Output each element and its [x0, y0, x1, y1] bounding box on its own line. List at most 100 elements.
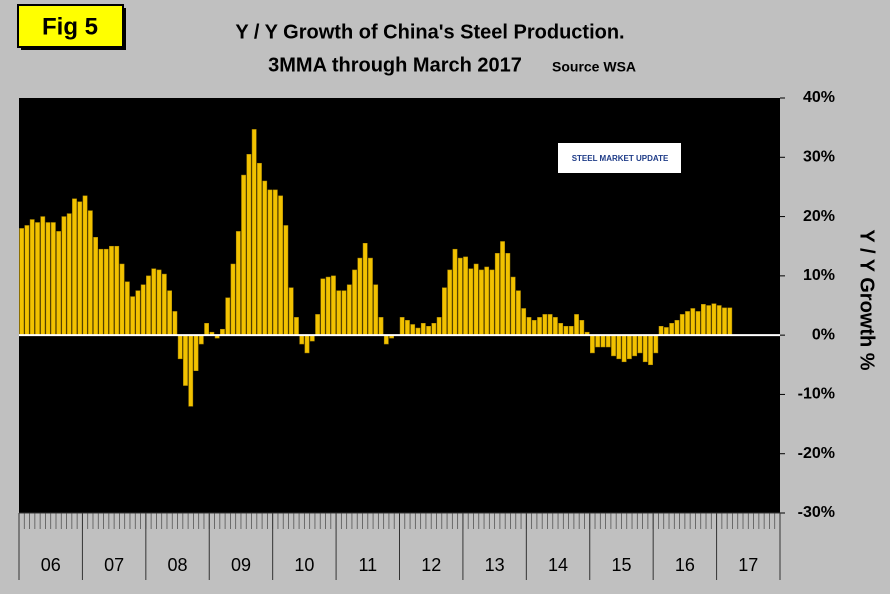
y-axis-label: Y / Y Growth %	[856, 229, 878, 370]
bar	[77, 201, 83, 336]
bar	[130, 296, 135, 336]
bar	[542, 314, 548, 336]
bar	[161, 273, 167, 336]
bar	[156, 269, 162, 336]
bar	[183, 334, 188, 386]
bar	[679, 314, 685, 336]
bar	[674, 320, 680, 336]
bar	[653, 334, 659, 354]
y-tick-label: -20%	[798, 445, 835, 462]
x-tick-label: 06	[41, 555, 61, 575]
bar	[56, 231, 61, 336]
bar	[198, 334, 204, 345]
bar	[605, 334, 611, 348]
bar	[695, 311, 701, 336]
bar	[24, 225, 30, 336]
x-tick-label: 17	[738, 555, 758, 575]
bar	[19, 228, 25, 336]
bar	[383, 334, 389, 345]
bar	[547, 314, 553, 336]
bar	[632, 334, 638, 357]
bar	[553, 317, 558, 336]
bar	[399, 317, 405, 336]
bar	[642, 334, 648, 363]
bar	[505, 253, 511, 336]
bar	[516, 290, 521, 336]
bar	[489, 269, 495, 336]
bar	[701, 304, 706, 336]
bar	[616, 334, 622, 360]
bar	[426, 326, 431, 336]
bar	[658, 326, 664, 336]
bar	[278, 195, 283, 336]
bar	[331, 275, 336, 336]
bar	[405, 320, 410, 336]
bar	[93, 237, 98, 336]
bar	[664, 327, 669, 336]
bar	[447, 269, 453, 336]
bar	[315, 314, 320, 336]
bar	[457, 257, 463, 336]
bar	[294, 317, 299, 336]
bar	[230, 263, 236, 336]
bar	[711, 303, 717, 336]
y-tick-label: -10%	[798, 386, 835, 403]
bar	[563, 326, 569, 336]
bar	[346, 284, 352, 336]
bar	[494, 253, 500, 336]
bar	[288, 287, 294, 336]
bar	[283, 225, 289, 336]
chart-subtitle: 3MMA through March 2017	[268, 54, 522, 76]
bar	[320, 278, 326, 336]
bar	[135, 290, 141, 336]
logo-box	[558, 143, 681, 173]
bar	[299, 334, 305, 345]
bar	[468, 268, 474, 336]
bar	[648, 334, 653, 366]
bar	[167, 290, 172, 336]
bar	[262, 180, 268, 336]
bar	[484, 266, 490, 336]
bar	[61, 216, 67, 336]
bar	[727, 307, 733, 336]
x-tick-label: 13	[485, 555, 505, 575]
bar	[452, 248, 458, 336]
bar	[463, 256, 468, 336]
bar	[267, 189, 273, 336]
bar	[87, 210, 93, 336]
bar	[479, 269, 484, 336]
bar	[706, 305, 712, 336]
bar	[45, 222, 51, 336]
bar	[362, 243, 368, 336]
bar	[442, 287, 447, 336]
bar	[357, 257, 363, 336]
x-tick-label: 16	[675, 555, 695, 575]
bar	[685, 311, 690, 336]
bar	[568, 326, 574, 336]
y-tick-label: 40%	[803, 89, 835, 106]
bar	[50, 222, 56, 336]
bar	[415, 327, 421, 336]
bar	[595, 334, 601, 348]
bar	[637, 334, 643, 354]
bar	[177, 334, 183, 360]
bar	[600, 334, 606, 348]
x-tick-label: 10	[294, 555, 314, 575]
x-tick-label: 12	[421, 555, 441, 575]
x-tick-label: 14	[548, 555, 568, 575]
bar	[235, 231, 241, 336]
bar	[124, 281, 130, 336]
bar	[172, 311, 178, 336]
bar	[98, 248, 104, 336]
x-tick-label: 08	[168, 555, 188, 575]
bar	[378, 317, 384, 336]
x-tick-label: 09	[231, 555, 251, 575]
bar	[66, 213, 72, 336]
bar	[251, 129, 257, 336]
bar	[716, 305, 722, 336]
bar	[368, 257, 373, 336]
bar	[590, 334, 595, 354]
figure-label: Fig 5	[42, 13, 98, 40]
x-tick-label: 07	[104, 555, 124, 575]
bar	[473, 263, 479, 336]
